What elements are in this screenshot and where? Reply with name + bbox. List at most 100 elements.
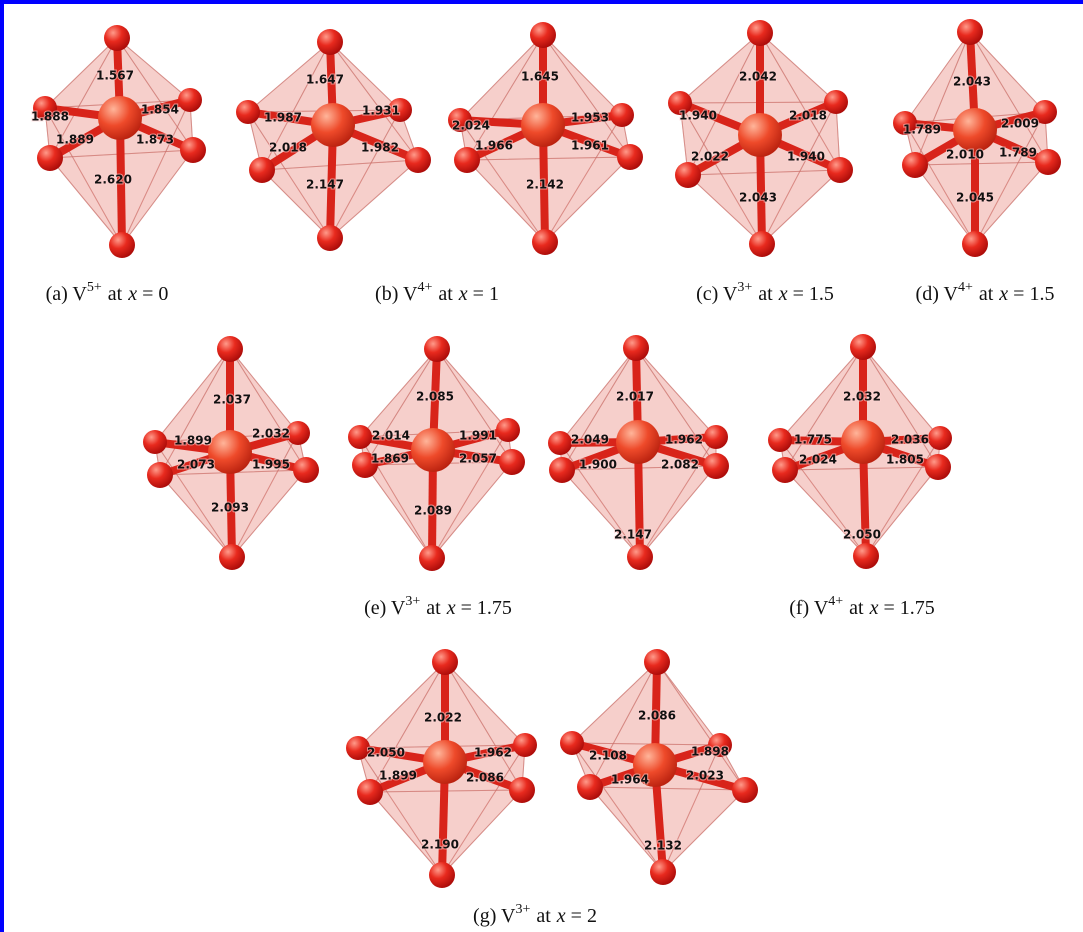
bond-length-label: 1.940	[787, 150, 825, 164]
oxygen-atom	[317, 225, 343, 251]
bond-length-label: 1.982	[361, 141, 399, 155]
bond-length-label: 2.024	[799, 453, 837, 467]
caption-mid: at	[979, 283, 994, 305]
bond-length-label: 1.567	[96, 69, 134, 83]
oxygen-atom	[627, 544, 653, 570]
bond-length-label: 2.018	[789, 109, 827, 123]
caption-variable: x	[778, 283, 788, 305]
oxygen-atom	[509, 777, 535, 803]
caption-charge: 5+	[87, 280, 102, 295]
oxygen-atom	[293, 457, 319, 483]
bond-length-label: 1.991	[459, 429, 497, 443]
bond-length-label: 2.042	[739, 70, 777, 84]
bond-length-label: 2.043	[953, 75, 991, 89]
oxygen-atom	[249, 157, 275, 183]
caption-mid: at	[108, 283, 123, 305]
bond-length-label: 1.805	[886, 453, 924, 467]
caption-variable: x	[446, 597, 456, 619]
vanadium-atom	[411, 428, 455, 472]
bond-length-label: 2.037	[213, 393, 251, 407]
bond-length-label: 2.024	[452, 119, 490, 133]
caption-tail: = 1.5	[793, 283, 834, 305]
bond-length-label: 1.789	[903, 123, 941, 137]
bond-length-label: 2.190	[421, 838, 459, 852]
caption-mid: at	[426, 597, 441, 619]
vanadium-atom	[423, 740, 467, 784]
caption-tail: = 2	[571, 905, 597, 927]
oxygen-atom	[768, 428, 792, 452]
bond-length-label: 2.620	[94, 173, 132, 187]
bond-length-label: 1.953	[571, 111, 609, 125]
caption-tail: = 1.75	[884, 597, 935, 619]
bond-length-label: 2.086	[466, 771, 504, 785]
oxygen-atom	[348, 425, 372, 449]
bond-length-label: 2.049	[571, 433, 609, 447]
caption-tail: = 0	[142, 283, 168, 305]
bond-length-label: 2.014	[372, 429, 410, 443]
caption-mid: at	[536, 905, 551, 927]
oxygen-atom	[499, 449, 525, 475]
caption-tail: = 1.75	[461, 597, 512, 619]
oxygen-atom	[675, 162, 701, 188]
oxygen-atom	[429, 862, 455, 888]
bond-length-label: 2.050	[367, 746, 405, 760]
bond-length-label: 1.940	[679, 109, 717, 123]
oxygen-atom	[143, 430, 167, 454]
caption-charge: 4+	[958, 280, 973, 295]
vanadium-atom	[953, 108, 997, 152]
oxygen-atom	[424, 336, 450, 362]
bond-length-label: 1.966	[475, 139, 513, 153]
panel-caption: (e) V3+atx= 1.75	[364, 594, 512, 619]
caption-charge: 4+	[417, 280, 432, 295]
bond-length-label: 2.022	[424, 711, 462, 725]
bond-length-label: 1.962	[474, 746, 512, 760]
bond-length-label: 2.082	[661, 458, 699, 472]
oxygen-atom	[824, 90, 848, 114]
oxygen-atom	[236, 100, 260, 124]
bond-length-label: 2.050	[843, 528, 881, 542]
oxygen-atom	[925, 454, 951, 480]
bond-length-label: 2.132	[644, 839, 682, 853]
oxygen-atom	[749, 231, 775, 257]
vanadium-atom	[616, 420, 660, 464]
bond-length-label: 1.775	[794, 433, 832, 447]
oxygen-atom	[577, 774, 603, 800]
bond-length-label: 1.873	[136, 133, 174, 147]
bond-length-label: 1.964	[611, 773, 649, 787]
caption-charge: 4+	[828, 594, 843, 609]
bond-length-label: 2.086	[638, 709, 676, 723]
vanadium-atom	[521, 103, 565, 147]
bond-length-label: 2.036	[891, 433, 929, 447]
caption-lead: (f) V	[789, 597, 829, 619]
oxygen-atom	[147, 462, 173, 488]
oxygen-atom	[560, 731, 584, 755]
panel-caption: (f) V4+ atx= 1.75	[789, 594, 935, 619]
oxygen-atom	[513, 733, 537, 757]
bond-length-label: 1.869	[371, 452, 409, 466]
bond-length-label: 1.931	[362, 104, 400, 118]
bond-length-label: 1.898	[691, 745, 729, 759]
oxygen-atom	[496, 418, 520, 442]
oxygen-atom	[180, 137, 206, 163]
oxygen-atom	[644, 649, 670, 675]
caption-mid: at	[849, 597, 864, 619]
oxygen-atom	[405, 147, 431, 173]
oxygen-atom	[704, 425, 728, 449]
caption-lead: (c) V	[696, 283, 738, 305]
bond-length-label: 2.073	[177, 458, 215, 472]
oxygen-atom	[957, 19, 983, 45]
oxygen-atom	[109, 232, 135, 258]
oxygen-atom	[772, 457, 798, 483]
caption-charge: 3+	[515, 902, 530, 917]
bond-length-label: 1.854	[141, 103, 179, 117]
bond-length-label: 2.043	[739, 191, 777, 205]
caption-variable: x	[869, 597, 879, 619]
bond-length-label: 1.789	[999, 146, 1037, 160]
bond-length-label: 1.900	[579, 458, 617, 472]
bond-length-label: 1.962	[665, 433, 703, 447]
oxygen-atom	[623, 335, 649, 361]
oxygen-atom	[548, 431, 572, 455]
oxygen-atom	[902, 152, 928, 178]
caption-charge: 3+	[737, 280, 752, 295]
